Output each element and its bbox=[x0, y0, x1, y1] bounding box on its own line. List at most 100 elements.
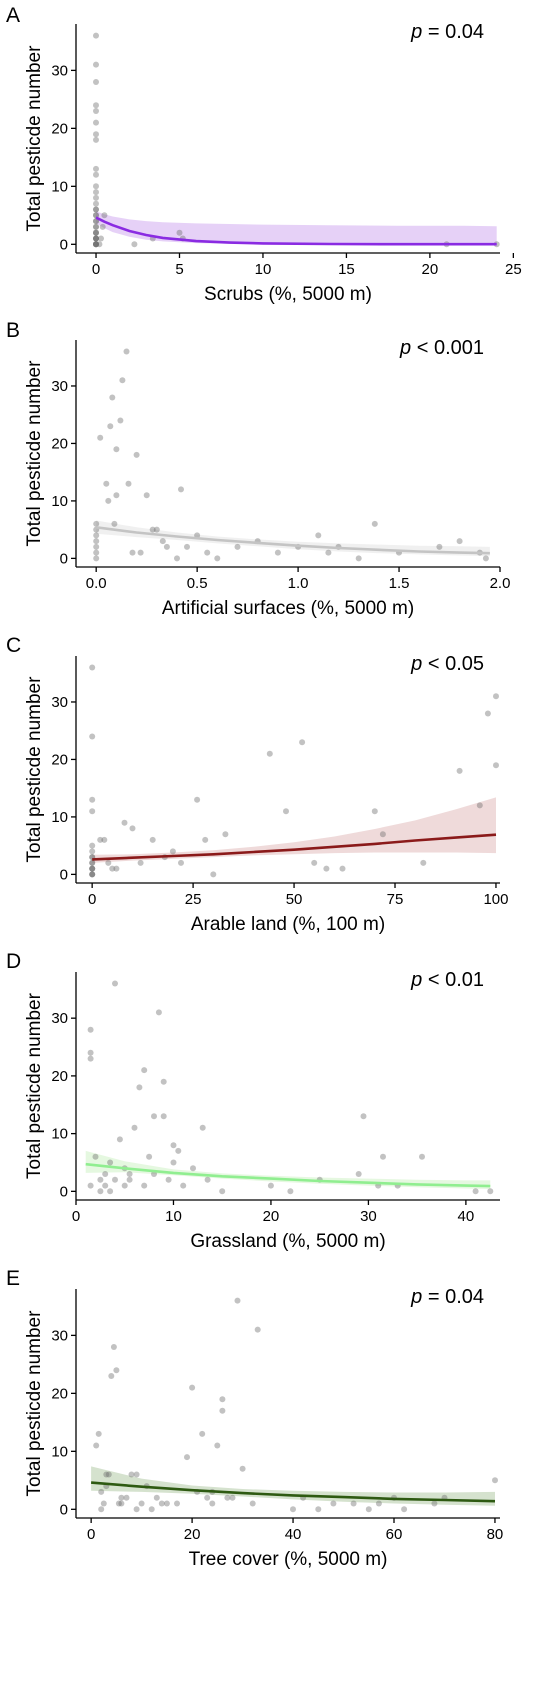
data-points bbox=[87, 980, 494, 1195]
data-point bbox=[190, 1165, 196, 1172]
data-points bbox=[93, 32, 500, 248]
data-point bbox=[93, 183, 99, 190]
y-tick-label: 20 bbox=[51, 435, 68, 452]
fitted-line bbox=[90, 1481, 496, 1503]
data-point bbox=[97, 1188, 104, 1195]
data-point bbox=[93, 241, 99, 248]
y-tick-label: 20 bbox=[51, 1068, 68, 1085]
data-point bbox=[456, 538, 463, 545]
data-point bbox=[267, 1182, 274, 1189]
data-point bbox=[149, 836, 156, 843]
data-point bbox=[239, 1465, 246, 1472]
data-point bbox=[492, 1477, 498, 1484]
data-point bbox=[113, 446, 120, 453]
data-point bbox=[118, 1500, 125, 1507]
x-tick-label: 50 bbox=[286, 891, 303, 908]
data-point bbox=[116, 1136, 123, 1143]
data-point bbox=[493, 762, 499, 769]
data-point bbox=[204, 1494, 211, 1501]
x-tick-label: 0 bbox=[72, 1208, 80, 1225]
data-point bbox=[155, 1009, 162, 1016]
data-point bbox=[131, 241, 138, 248]
data-point bbox=[126, 1171, 133, 1177]
y-tick-label: 10 bbox=[51, 178, 68, 195]
data-point bbox=[202, 836, 209, 843]
y-tick-label: 0 bbox=[60, 866, 68, 883]
x-tick-label: 5 bbox=[175, 261, 183, 278]
panel-letter: D bbox=[6, 950, 21, 973]
data-point bbox=[153, 1494, 160, 1501]
data-point bbox=[93, 79, 99, 85]
y-axis-title: Total pesticde number bbox=[24, 45, 45, 232]
data-point bbox=[97, 1176, 104, 1183]
p-value-text: < 0.001 bbox=[411, 337, 484, 359]
data-point bbox=[360, 1113, 367, 1120]
data-point bbox=[87, 1049, 94, 1056]
x-tick-label: 40 bbox=[285, 1526, 302, 1543]
p-value-text: < 0.05 bbox=[422, 653, 484, 675]
data-point bbox=[254, 1326, 261, 1333]
p-value-symbol: p bbox=[410, 653, 422, 675]
y-axis-title: Total pesticde number bbox=[24, 360, 45, 547]
data-point bbox=[234, 543, 241, 550]
data-point bbox=[136, 1084, 143, 1091]
fitted-line bbox=[92, 833, 497, 861]
data-point bbox=[121, 819, 128, 826]
data-point bbox=[93, 171, 99, 178]
data-point bbox=[89, 808, 96, 815]
data-point bbox=[290, 1506, 296, 1513]
data-point bbox=[113, 865, 120, 872]
x-tick-label: 10 bbox=[255, 261, 272, 278]
y-tick-label: 30 bbox=[51, 62, 68, 79]
panel-e: E 0 10 20 30 0 20 40 60 80 Tree cover (%, 5000 m) T… bbox=[6, 1267, 503, 1570]
p-value-annotation: p < 0.01 bbox=[410, 969, 484, 991]
data-point bbox=[339, 865, 346, 872]
data-point bbox=[274, 549, 281, 556]
data-point bbox=[95, 1430, 102, 1437]
data-point bbox=[163, 543, 170, 550]
x-tick-label: 25 bbox=[505, 261, 522, 278]
data-point bbox=[113, 1367, 120, 1374]
data-point bbox=[93, 549, 100, 556]
data-point bbox=[92, 1153, 99, 1160]
x-tick-label: 1.0 bbox=[288, 575, 309, 592]
data-point bbox=[129, 825, 136, 832]
data-point bbox=[476, 802, 483, 809]
data-point bbox=[420, 859, 427, 866]
data-points bbox=[93, 348, 489, 562]
y-tick-label: 0 bbox=[60, 1183, 68, 1200]
fitted-line bbox=[85, 1162, 491, 1188]
x-axis-title: Grassland (%, 5000 m) bbox=[190, 1231, 385, 1252]
y-tick-label: 10 bbox=[51, 809, 68, 826]
data-point bbox=[89, 865, 96, 872]
p-value-symbol: p bbox=[410, 1286, 422, 1308]
y-tick-label: 30 bbox=[51, 1010, 68, 1027]
x-axis-title: Artificial surfaces (%, 5000 m) bbox=[162, 598, 414, 619]
x-tick-label: 0 bbox=[87, 1526, 95, 1543]
data-point bbox=[325, 549, 332, 556]
data-point bbox=[113, 492, 120, 499]
data-point bbox=[89, 796, 96, 803]
data-point bbox=[380, 1153, 386, 1160]
x-tick-label: 80 bbox=[487, 1526, 504, 1543]
data-point bbox=[176, 229, 183, 236]
p-value-annotation: p = 0.04 bbox=[410, 21, 484, 43]
data-point bbox=[133, 1471, 140, 1478]
data-point bbox=[93, 194, 99, 201]
x-tick-label: 40 bbox=[458, 1208, 475, 1225]
y-axis-title: Total pesticde number bbox=[24, 1310, 45, 1497]
data-point bbox=[93, 119, 99, 126]
y-tick-label: 0 bbox=[60, 550, 68, 567]
data-point bbox=[107, 423, 114, 430]
data-point bbox=[219, 1407, 226, 1414]
data-point bbox=[93, 520, 100, 527]
data-point bbox=[131, 1124, 138, 1131]
data-point bbox=[93, 538, 100, 545]
x-tick-label: 25 bbox=[185, 891, 202, 908]
data-point bbox=[112, 980, 118, 987]
data-point bbox=[219, 1188, 226, 1195]
data-point bbox=[93, 165, 99, 172]
fitted-line bbox=[96, 526, 490, 555]
data-points bbox=[93, 1297, 498, 1513]
data-point bbox=[133, 451, 140, 458]
